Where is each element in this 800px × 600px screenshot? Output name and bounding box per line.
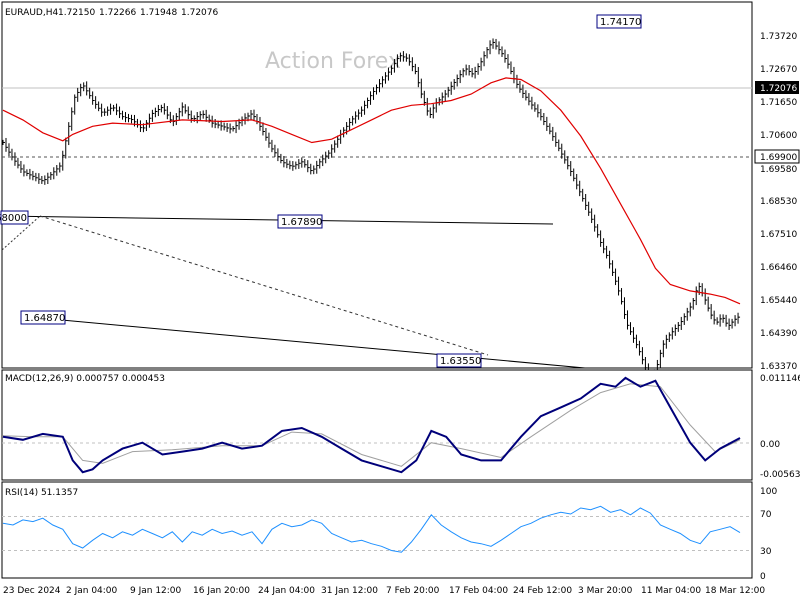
y-tick: 1.66460 [760, 263, 797, 273]
y-tick: 1.65440 [760, 296, 797, 306]
x-tick: 18 Mar 12:00 [705, 586, 765, 596]
x-tick: 31 Jan 12:00 [321, 586, 378, 596]
annotation-box [0, 210, 29, 225]
annotation-label: 1.63550 [440, 356, 481, 367]
annotation-box [277, 214, 323, 229]
moving-average-line [2, 77, 741, 305]
rsi-pane-frame [1, 481, 753, 579]
y-tick: 1.68530 [760, 197, 797, 207]
price-pane: EURAUD,H4 1.72150 1.72266 1.71948 1.7207… [0, 1, 753, 384]
x-tick: 24 Feb 12:00 [513, 586, 572, 596]
y-tick: 1.67510 [760, 230, 797, 240]
rsi-tick: 0 [760, 572, 766, 582]
x-tick: 3 Mar 20:00 [578, 586, 633, 596]
annotation-box [20, 310, 66, 325]
annotation-label: 1.64870 [24, 313, 65, 324]
annotation-1-67890: 1.67890 [277, 214, 323, 229]
ohlc-high: 1.72266 [99, 8, 136, 18]
annotation-label: 1.74170 [600, 17, 641, 28]
rsi-tick: 100 [760, 487, 777, 497]
y-tick: 1.73720 [760, 32, 797, 42]
x-tick: 2 Jan 04:00 [66, 586, 118, 596]
ohlc-low: 1.71948 [140, 8, 177, 18]
rsi-pane: RSI(14) 51.1357 [1, 481, 753, 579]
macd-title: MACD(12,26,9) 0.000757 0.000453 [5, 374, 165, 384]
macd-tick: 0.00 [760, 440, 780, 450]
x-tick: 17 Feb 04:00 [449, 586, 508, 596]
rsi-line [2, 505, 741, 553]
price-pane-frame [1, 1, 753, 369]
x-tick: 24 Jan 04:00 [258, 586, 315, 596]
ohlc-close: 1.72076 [181, 8, 218, 18]
x-tick: 23 Dec 2024 [3, 586, 61, 596]
annotation-box [596, 14, 642, 29]
annotation-label: 1.67890 [281, 217, 322, 228]
last-price-label: 1.72076 [760, 84, 797, 94]
macd-pane-frame [1, 369, 753, 481]
price-title: EURAUD,H4 [5, 8, 58, 18]
trendline-lower [39, 317, 586, 369]
rsi-title: RSI(14) 51.1357 [5, 488, 78, 498]
annotation-label: 1.68000 [0, 213, 27, 224]
trendline-dashed-left [1, 215, 41, 251]
time-axis: 23 Dec 2024 2 Jan 04:00 9 Jan 12:00 16 J… [3, 586, 765, 596]
support-label: 1.69900 [760, 153, 797, 163]
annotation-1-74170: 1.74170 [596, 14, 642, 29]
y-tick: 1.71650 [760, 98, 797, 108]
y-tick: 1.72670 [760, 65, 797, 75]
annotation-1-64870: 1.64870 [20, 310, 66, 325]
x-tick: 11 Mar 04:00 [641, 586, 701, 596]
x-tick: 16 Jan 20:00 [193, 586, 250, 596]
rsi-tick: 30 [760, 547, 772, 557]
x-tick: 7 Feb 20:00 [386, 586, 440, 596]
rsi-axis: 100 70 30 0 [760, 487, 777, 582]
price-axis: 1.73720 1.72670 1.71650 1.70600 1.69580 … [754, 32, 800, 372]
annotation-1-63550: 1.63550 [436, 353, 482, 368]
annotation-1-68000: 1.68000 [0, 210, 29, 225]
y-tick: 1.70600 [760, 131, 797, 141]
watermark: Action Forex [265, 49, 401, 74]
y-tick: 1.63370 [760, 362, 797, 372]
last-price-tag [755, 81, 799, 94]
annotation-box [436, 353, 482, 368]
support-tag [754, 149, 800, 164]
rsi-tick: 70 [760, 510, 772, 520]
ohlc-open: 1.72150 [58, 8, 95, 18]
y-tick: 1.69580 [760, 165, 797, 175]
macd-axis: 0.011146 0.00 -0.005639 [760, 374, 800, 480]
y-tick: 1.64390 [760, 329, 797, 339]
x-tick: 9 Jan 12:00 [130, 586, 182, 596]
trendline-dashed [39, 215, 489, 356]
macd-pane: MACD(12,26,9) 0.000757 0.000453 [1, 369, 753, 481]
macd-tick: -0.005639 [760, 470, 800, 480]
macd-line [2, 376, 741, 474]
macd-tick: 0.011146 [760, 374, 800, 384]
